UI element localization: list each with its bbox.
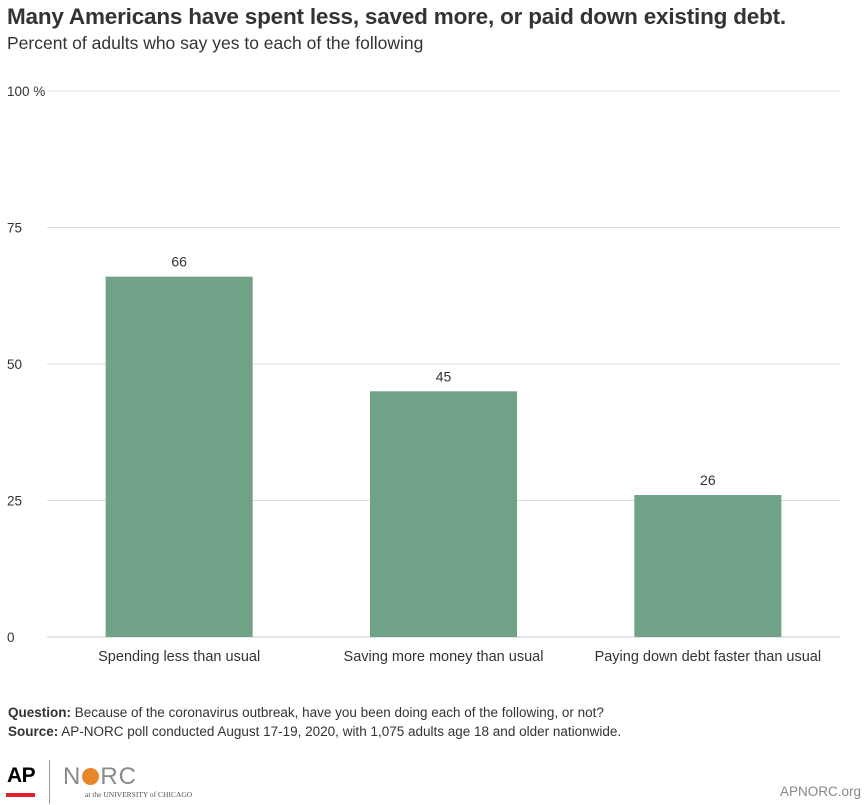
data-label: 66 [171, 254, 187, 270]
chart-notes: Question: Because of the coronavirus out… [8, 703, 621, 741]
site-link[interactable]: APNORC.org [779, 784, 861, 799]
norc-logo-n: N [63, 763, 82, 790]
y-tick-label: 0 [7, 630, 15, 645]
ap-logo-bar [6, 793, 35, 797]
y-tick-label: 100 % [7, 84, 45, 99]
bar[interactable] [370, 391, 517, 637]
bar[interactable] [634, 495, 782, 637]
question-note: Question: Because of the coronavirus out… [8, 703, 621, 722]
bar[interactable] [105, 276, 253, 637]
bars [105, 276, 782, 637]
question-label: Question: [8, 705, 71, 720]
y-tick-label: 75 [7, 221, 22, 236]
logo-divider [49, 760, 50, 804]
data-label: 26 [700, 472, 716, 488]
bar-chart: 0 25 50 75 100 % 66 45 26 Spending less than u… [7, 84, 840, 665]
norc-logo[interactable]: N RC [63, 763, 137, 791]
data-label: 45 [436, 368, 452, 384]
chart-title: Many Americans have spent less, saved mo… [7, 4, 786, 29]
ap-logo[interactable]: AP [7, 764, 36, 787]
norc-logo-rc: RC [100, 763, 138, 790]
uchicago-tagline: at the UNIVERSITY of CHICAGO [85, 790, 193, 799]
y-tick-label: 25 [7, 494, 22, 509]
x-tick-label: Paying down debt faster than usual [595, 649, 822, 665]
source-label: Source: [8, 724, 59, 739]
chart-subtitle: Percent of adults who say yes to each of… [7, 33, 424, 53]
x-tick-label: Saving more money than usual [344, 649, 544, 665]
y-axis-ticks: 0 25 50 75 100 % [7, 84, 45, 645]
norc-orange-o-icon [82, 768, 100, 785]
data-labels: 66 45 26 [171, 254, 715, 488]
y-tick-label: 50 [7, 357, 22, 372]
source-text: AP-NORC poll conducted August 17-19, 202… [58, 724, 622, 739]
x-axis-labels: Spending less than usual Saving more mone… [98, 649, 821, 665]
question-text: Because of the coronavirus outbreak, hav… [71, 705, 604, 720]
x-tick-label: Spending less than usual [98, 649, 260, 665]
source-note: Source: AP-NORC poll conducted August 17… [8, 722, 621, 741]
